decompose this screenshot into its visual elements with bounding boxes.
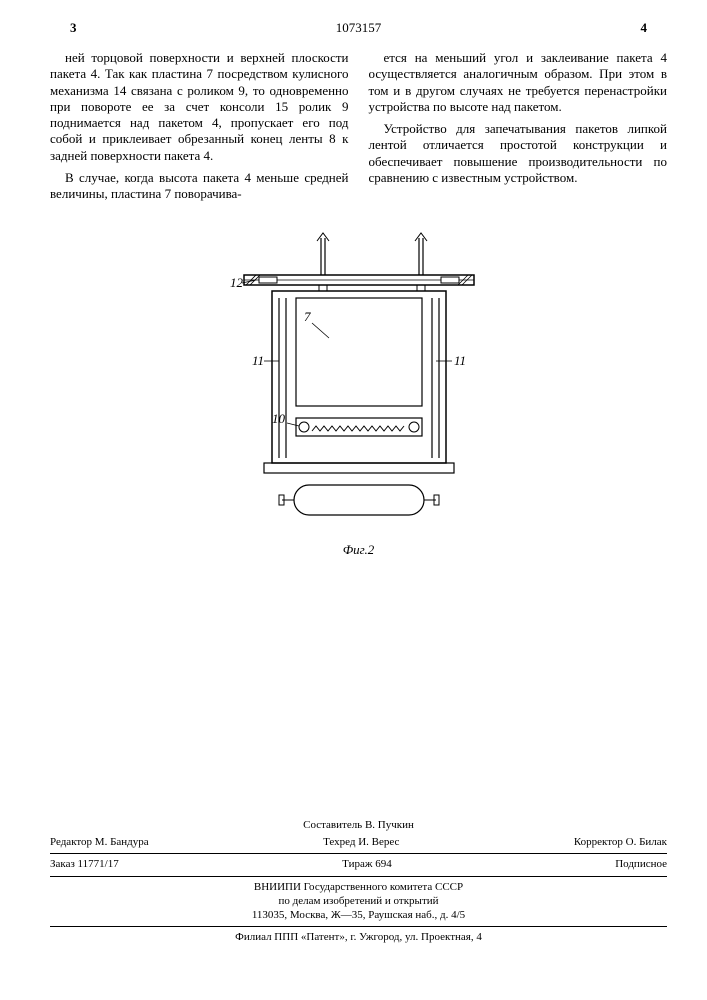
techred: Техред И. Верес <box>149 836 574 850</box>
header: 3 1073157 4 <box>50 20 667 40</box>
figure-svg: 12 7 11 11 10 <box>204 223 514 533</box>
text-columns: ней торцовой поверхности и верхней плоск… <box>50 50 667 208</box>
figure-caption: Фиг.2 <box>50 542 667 558</box>
org-line-1: ВНИИПИ Государственного комитета СССР <box>50 881 667 895</box>
paragraph: ней торцовой поверхности и верхней плоск… <box>50 50 349 164</box>
compiler-line: Составитель В. Пучкин <box>50 819 667 833</box>
column-right: ется на меньший угол и заклеивание пакет… <box>369 50 668 208</box>
org-line-2: по делам изобретений и открытий <box>50 895 667 909</box>
tirage: Тираж 694 <box>119 858 616 872</box>
figure-label-11-left: 11 <box>252 353 264 368</box>
footer: Составитель В. Пучкин Редактор М. Бандур… <box>50 819 667 945</box>
paragraph: В случае, когда высота пакета 4 меньше с… <box>50 170 349 203</box>
page-number-right: 4 <box>641 20 648 36</box>
subscription: Подписное <box>615 858 667 872</box>
corrector: Корректор О. Билак <box>574 836 667 850</box>
order: Заказ 11771/17 <box>50 858 119 872</box>
figure-label-10: 10 <box>272 411 286 426</box>
paragraph: ется на меньший угол и заклеивание пакет… <box>369 50 668 115</box>
page-number-left: 3 <box>70 20 77 36</box>
figure-2: 12 7 11 11 10 Фиг.2 <box>50 223 667 558</box>
figure-label-11-right: 11 <box>454 353 466 368</box>
address-2: Филиал ППП «Патент», г. Ужгород, ул. Про… <box>50 931 667 945</box>
column-left: ней торцовой поверхности и верхней плоск… <box>50 50 349 208</box>
figure-label-7: 7 <box>304 309 311 324</box>
figure-label-12: 12 <box>230 275 244 290</box>
editor: Редактор М. Бандура <box>50 836 149 850</box>
paragraph: Устройство для запечатывания пакетов лип… <box>369 121 668 186</box>
address-1: 113035, Москва, Ж—35, Раушская наб., д. … <box>50 909 667 923</box>
document-number: 1073157 <box>336 20 382 35</box>
